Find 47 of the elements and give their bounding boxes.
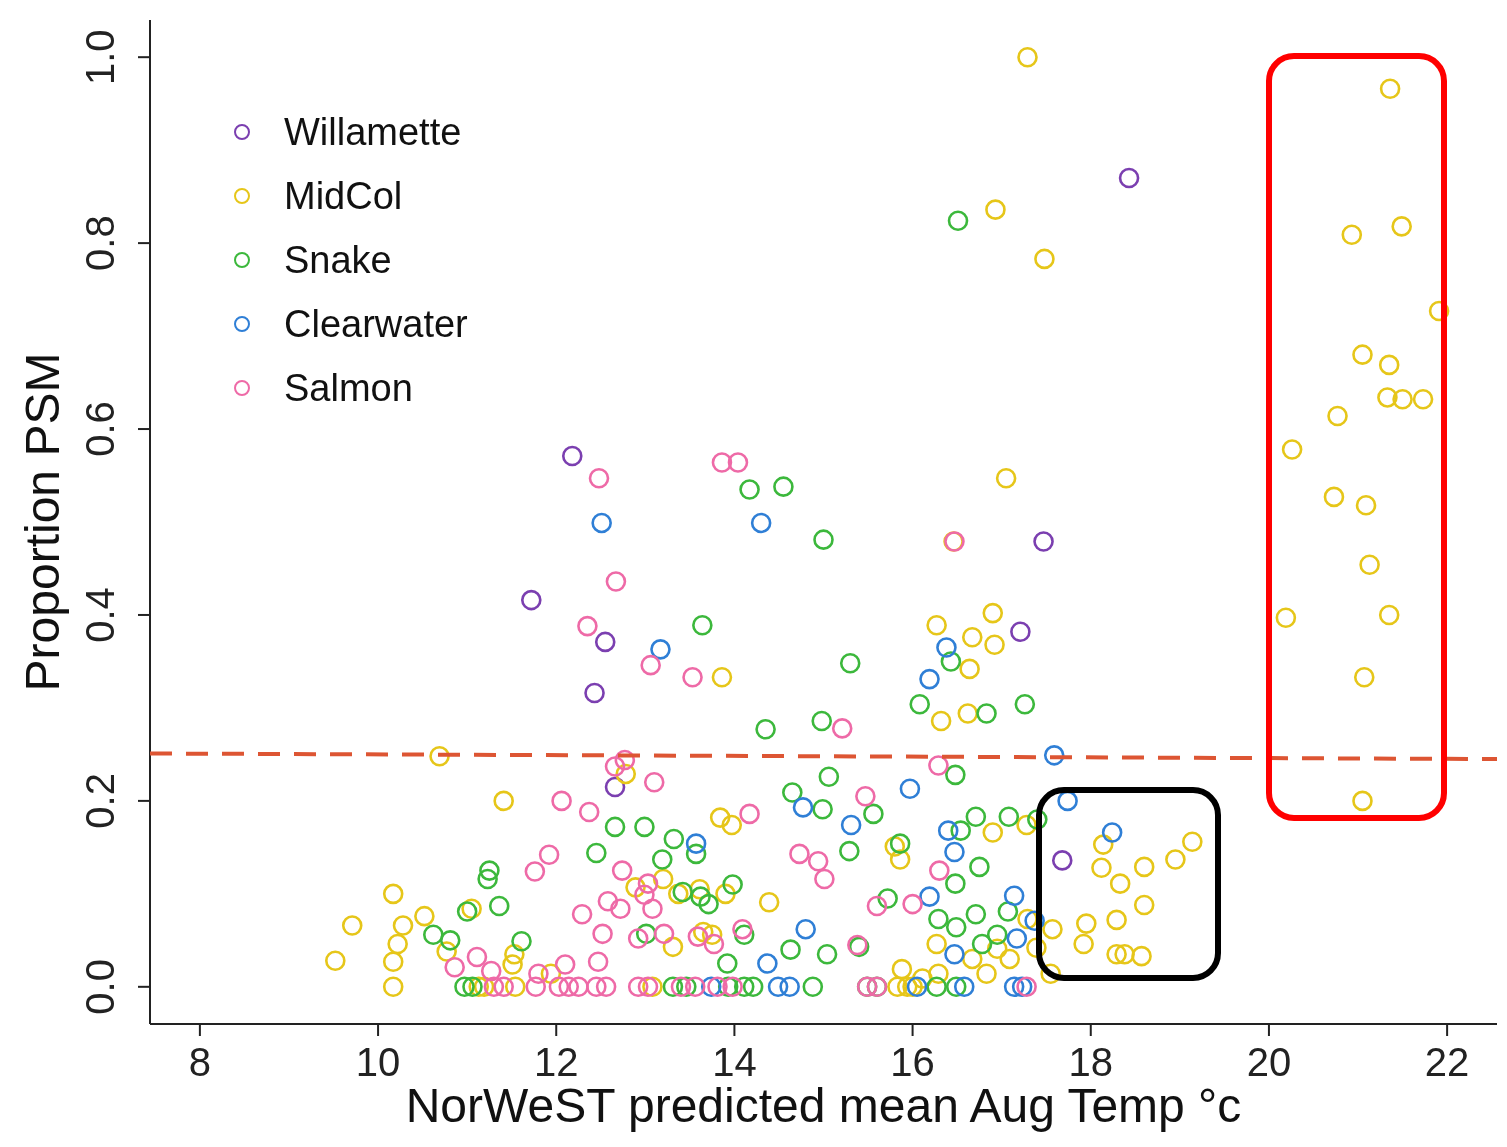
point	[936, 637, 957, 658]
y-tick-label: 0.2	[78, 773, 122, 829]
point	[1118, 167, 1140, 189]
point	[1006, 928, 1028, 949]
point	[1003, 885, 1025, 907]
point	[1043, 745, 1065, 766]
point	[650, 639, 671, 660]
point	[906, 976, 928, 998]
point	[937, 820, 959, 841]
point	[767, 976, 789, 998]
legend-label: Willamette	[284, 110, 462, 154]
point	[779, 976, 800, 998]
legend-label: Salmon	[284, 366, 413, 410]
point	[944, 841, 965, 863]
point	[1051, 850, 1073, 871]
x-tick-label: 10	[355, 1040, 401, 1084]
x-tick-label: 8	[188, 1040, 212, 1084]
point	[1101, 822, 1123, 843]
point	[919, 668, 940, 690]
y-tick-label: 0.0	[78, 959, 122, 1015]
point	[795, 918, 816, 940]
point	[594, 631, 616, 653]
point	[899, 778, 921, 800]
y-axis-title: Proportion PSM	[16, 352, 70, 692]
point	[792, 797, 814, 818]
point	[919, 886, 940, 907]
y-tick-label: 1.0	[78, 29, 122, 85]
x-tick-label: 20	[1246, 1040, 1292, 1084]
y-tick-label: 0.4	[78, 587, 122, 643]
point	[591, 512, 612, 534]
legend-label: Clearwater	[284, 302, 468, 346]
point	[750, 512, 772, 534]
point	[840, 814, 862, 836]
point	[953, 976, 975, 998]
x-tick-label: 22	[1424, 1040, 1470, 1084]
y-tick-label: 0.8	[78, 215, 122, 271]
point	[685, 833, 707, 854]
legend-label: Snake	[284, 238, 392, 282]
point	[1033, 531, 1054, 552]
legend-label: MidCol	[284, 174, 403, 218]
point	[520, 589, 542, 611]
point	[1010, 621, 1031, 642]
y-tick-label: 0.6	[78, 401, 122, 457]
point	[757, 953, 778, 974]
point	[561, 445, 583, 467]
point	[584, 682, 605, 704]
point	[944, 943, 965, 965]
